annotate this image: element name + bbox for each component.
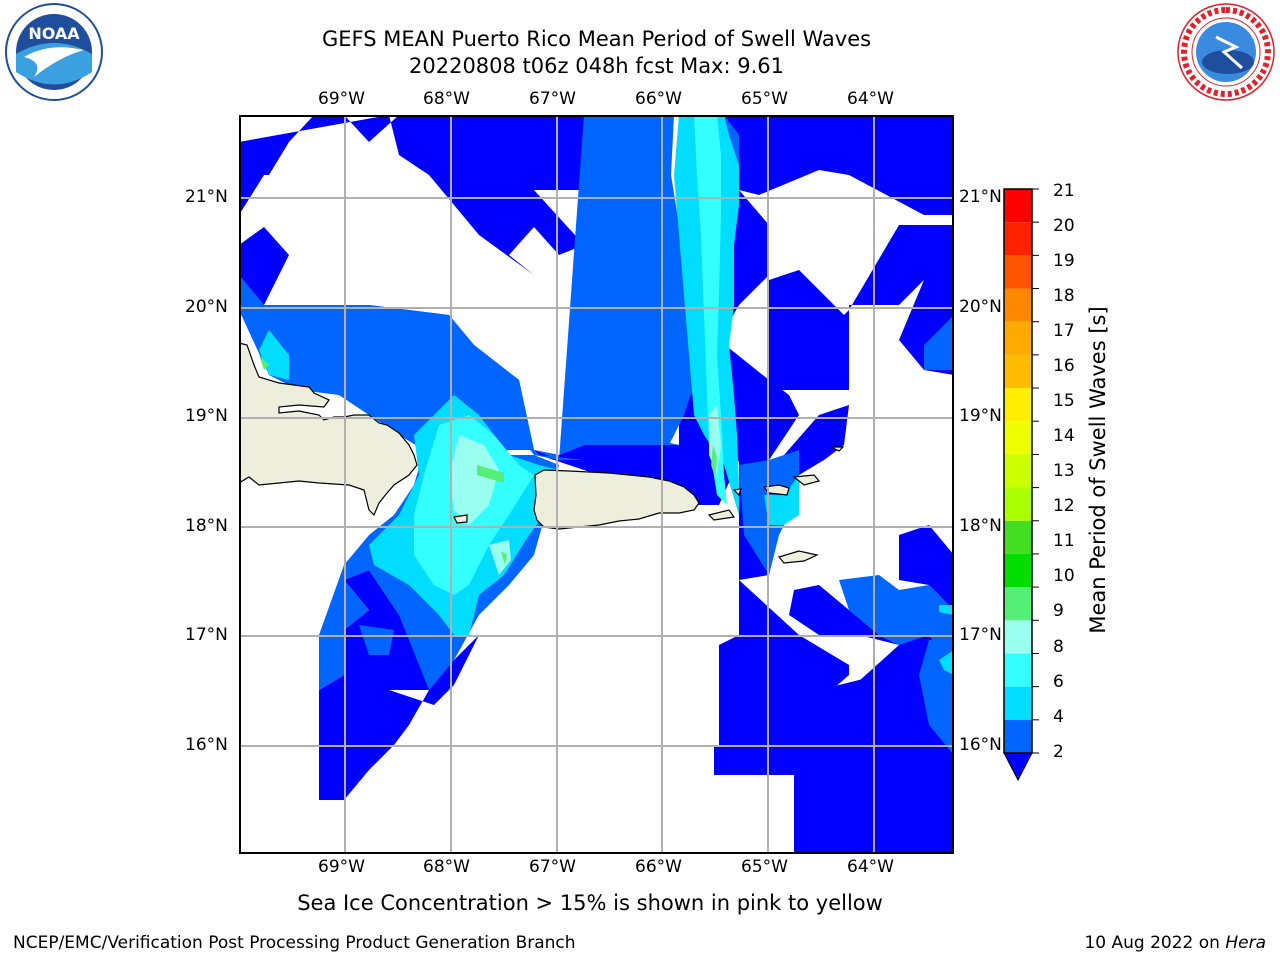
lat-label-right: 18°N [959, 516, 1002, 536]
colorbar-swatch [1004, 189, 1032, 223]
lat-label-right: 20°N [959, 297, 1002, 317]
lat-label-right: 16°N [959, 735, 1002, 755]
hispaniola [238, 342, 418, 517]
lon-label-bottom: 67°W [529, 857, 576, 877]
anegada [830, 446, 845, 452]
colorbar-tick: 20 [1053, 216, 1075, 236]
title-line-2: 20220808 t06z 048h fcst Max: 9.61 [409, 54, 784, 78]
nws-logo [1176, 2, 1276, 102]
colorbar-tick: 15 [1053, 391, 1075, 411]
colorbar-tick: 13 [1053, 461, 1075, 481]
colorbar-swatch [1004, 520, 1032, 554]
colorbar-tick: 17 [1053, 321, 1075, 341]
sea-ice-note-wrap: Sea Ice Concentration > 15% is shown in … [0, 891, 1280, 915]
colorbar-frame [1003, 188, 1033, 754]
noaa-logo-text: NOAA [28, 24, 80, 43]
land-masses [238, 342, 845, 564]
lon-label-top: 69°W [318, 89, 365, 109]
colorbar-swatch [1004, 719, 1032, 753]
colorbar-swatch [1004, 288, 1032, 322]
colorbar-tick: 2 [1053, 742, 1064, 762]
title-line-1: GEFS MEAN Puerto Rico Mean Period of Swe… [321, 27, 872, 51]
colorbar-under-triangle [1003, 752, 1033, 782]
st-croix [777, 550, 819, 564]
colorbar-swatch [1004, 222, 1032, 256]
lon-label-top: 67°W [529, 89, 576, 109]
puerto-rico [533, 469, 700, 530]
colorbar-swatch [1004, 255, 1032, 289]
lon-label-bottom: 66°W [635, 857, 682, 877]
colorbar-tick: 10 [1053, 566, 1075, 586]
footer-date: 10 Aug 2022 on Hera [1084, 933, 1266, 953]
footer-host: Hera [1225, 933, 1266, 953]
sea-ice-note: Sea Ice Concentration > 15% is shown in … [297, 891, 883, 915]
footer-credit: NCEP/EMC/Verification Post Processing Pr… [13, 933, 576, 953]
lon-label-top: 66°W [635, 89, 682, 109]
colorbar-tick: 8 [1053, 637, 1064, 657]
map-panel [238, 115, 954, 854]
colorbar [1000, 185, 1060, 785]
map-frame [239, 115, 954, 854]
colorbar-swatch [1004, 686, 1032, 720]
colorbar-tick: 11 [1053, 531, 1075, 551]
colorbar-swatch [1004, 553, 1032, 588]
colorbar-label: Mean Period of Swell Waves [s] [1086, 306, 1110, 634]
lat-label-left: 20°N [185, 297, 228, 317]
colorbar-tick: 6 [1053, 672, 1064, 692]
noaa-logo: NOAA [4, 2, 104, 102]
lon-label-top: 68°W [423, 89, 470, 109]
graticule [239, 115, 954, 854]
colorbar-tick: 4 [1053, 707, 1064, 727]
colorbar-tick: 16 [1053, 356, 1075, 376]
vieques [707, 509, 736, 521]
colorbar-swatch [1004, 587, 1032, 621]
swell-region-2-4s [239, 115, 954, 755]
colorbar-swatch [1004, 620, 1032, 654]
lat-label-right: 21°N [959, 187, 1002, 207]
colorbar-tick: 14 [1053, 426, 1075, 446]
lat-label-right: 17°N [959, 625, 1002, 645]
lon-label-bottom: 68°W [423, 857, 470, 877]
lon-label-top: 65°W [741, 89, 788, 109]
swell-region-9-10s [259, 355, 717, 565]
lat-label-left: 18°N [185, 516, 228, 536]
colorbar-swatch [1004, 653, 1032, 687]
footer-date-text: 10 Aug 2022 on [1084, 933, 1226, 953]
colorbar-tick: 19 [1053, 251, 1075, 271]
lat-label-left: 21°N [185, 187, 228, 207]
colorbar-swatch [1004, 321, 1032, 355]
virgin-islands-2 [792, 474, 821, 486]
lon-label-bottom: 69°W [318, 857, 365, 877]
navidad [732, 488, 742, 497]
lon-label-bottom: 64°W [847, 857, 894, 877]
lat-label-right: 19°N [959, 406, 1002, 426]
lon-label-bottom: 65°W [741, 857, 788, 877]
colorbar-swatch [1004, 388, 1032, 422]
mona [453, 514, 468, 524]
lat-label-left: 17°N [185, 625, 228, 645]
swell-region-8-9s [449, 405, 721, 575]
lon-label-top: 64°W [847, 89, 894, 109]
colorbar-tick: 9 [1053, 601, 1064, 621]
colorbar-swatch [1004, 487, 1032, 521]
colorbar-swatch [1004, 421, 1032, 455]
colorbar-tick: 18 [1053, 286, 1075, 306]
colorbar-swatch [1004, 354, 1032, 389]
lat-label-left: 16°N [185, 735, 228, 755]
lat-label-left: 19°N [185, 406, 228, 426]
colorbar-tick: 21 [1053, 181, 1075, 201]
colorbar-swatch [1004, 454, 1032, 488]
colorbar-tick: 12 [1053, 496, 1075, 516]
colorbar-svg [1003, 188, 1039, 782]
map-svg [238, 115, 954, 854]
